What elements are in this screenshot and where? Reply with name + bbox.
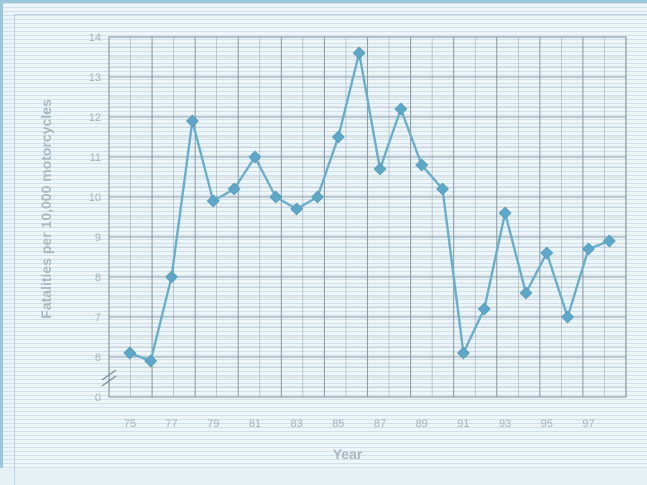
x-tick-label: 91 [457, 418, 469, 430]
axis-break-line [101, 369, 117, 381]
y-tick-label: 11 [90, 152, 101, 164]
y-tick-label: 8 [95, 272, 101, 284]
x-tick-label: 97 [582, 418, 594, 430]
series [123, 46, 616, 368]
y-tick-label: 14 [89, 32, 101, 44]
data-point [290, 202, 304, 216]
data-point [582, 242, 595, 256]
data-point [144, 354, 158, 368]
axis-break-marker [101, 369, 117, 387]
x-tick-label: 83 [290, 418, 302, 430]
data-point [311, 190, 324, 204]
x-tick-label: 95 [541, 418, 553, 430]
y-tick-label: 7 [95, 312, 101, 324]
data-point [436, 182, 449, 196]
data-point [123, 346, 137, 360]
y-tick-label: 9 [95, 232, 101, 244]
axis-break-line [101, 375, 117, 387]
x-axis-label: Year [333, 446, 363, 462]
x-tick-labels: 75 77 79 81 83 85 87 89 91 93 95 97 [124, 418, 595, 430]
x-tick-label: 85 [332, 418, 344, 430]
series-line [129, 51, 610, 363]
data-point [227, 182, 241, 196]
data-point [165, 270, 178, 284]
inner-frame [14, 14, 647, 485]
data-point [269, 190, 283, 204]
data-point [394, 102, 408, 116]
x-tick-label: 77 [165, 418, 177, 430]
x-tick-label: 93 [499, 418, 511, 430]
data-point [331, 130, 345, 144]
data-point [373, 162, 387, 176]
x-tick-label: 87 [374, 418, 386, 430]
data-point [352, 46, 366, 60]
y-tick-labels: 0 6 7 8 9 10 11 12 13 14 [89, 32, 101, 404]
grid [108, 36, 627, 398]
data-point [519, 286, 533, 300]
y-tick-label: 12 [89, 112, 101, 124]
y-tick-label: 13 [89, 72, 101, 84]
x-tick-label: 79 [207, 418, 219, 430]
y-axis-label: Fatalities per 10,000 motorcycles [38, 99, 54, 319]
data-point [415, 158, 429, 172]
data-point [498, 206, 512, 220]
x-tick-label: 89 [416, 418, 428, 430]
y-tick-label: 10 [89, 192, 101, 204]
y-tick-label: 6 [95, 352, 101, 364]
x-tick-label: 75 [124, 418, 136, 430]
y-tick-label: 0 [95, 392, 101, 404]
data-point [456, 346, 470, 360]
data-point [248, 150, 262, 164]
x-tick-label: 81 [249, 418, 261, 430]
data-point [602, 234, 616, 248]
data-point [477, 302, 491, 316]
data-point [206, 194, 220, 208]
data-point [185, 114, 199, 128]
data-point [561, 310, 575, 324]
data-point [540, 246, 554, 260]
